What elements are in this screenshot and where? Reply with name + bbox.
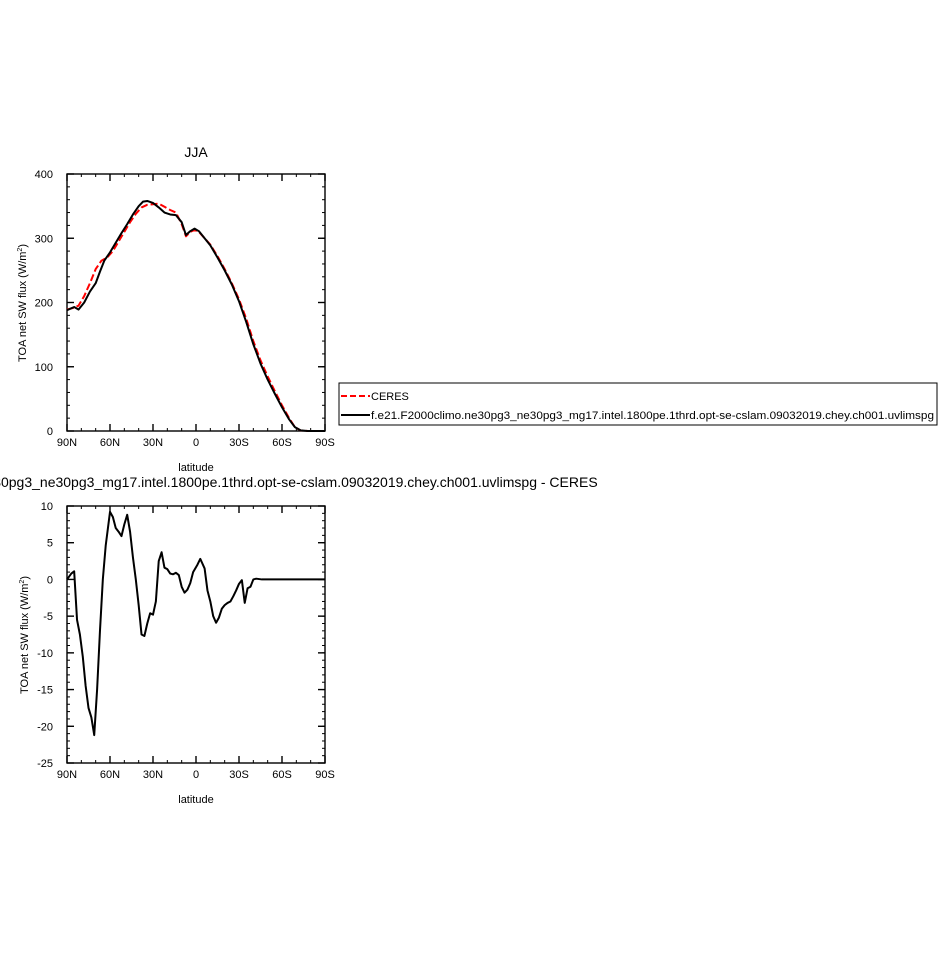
y-axis-label-sup: 2 bbox=[17, 248, 24, 252]
x-tick-label: 60N bbox=[100, 437, 120, 449]
plot-lines bbox=[66, 510, 325, 737]
x-tick-label: 60S bbox=[272, 769, 292, 781]
x-tick-label: 90N bbox=[57, 437, 77, 449]
x-tick-label: 60S bbox=[272, 437, 292, 449]
y-axis-label-close: ) bbox=[19, 576, 31, 580]
x-axis-label: latitude bbox=[178, 794, 213, 806]
x-tick-label: 90N bbox=[57, 769, 77, 781]
legend-box bbox=[338, 382, 938, 426]
legend-label-model: f.e21.F2000climo.ne30pg3_ne30pg3_mg17.in… bbox=[371, 410, 934, 422]
y-tick-label: 5 bbox=[47, 538, 53, 550]
axis-ticks: 90N 60N 30N 0 30S 60S 90S 0 100 200 300 400 bbox=[35, 169, 335, 449]
series-line-1 bbox=[66, 199, 325, 432]
y-axis-label: TOA net SW flux (W/m2) bbox=[17, 244, 29, 362]
x-tick-label: 0 bbox=[193, 769, 199, 781]
x-tick-label: 30S bbox=[229, 769, 249, 781]
x-tick-label: 90S bbox=[315, 437, 335, 449]
y-tick-label: 100 bbox=[35, 362, 53, 374]
y-tick-label: -25 bbox=[37, 758, 53, 770]
y-tick-label: -15 bbox=[37, 685, 53, 697]
y-tick-label: 200 bbox=[35, 298, 53, 310]
y-tick-label: 400 bbox=[35, 169, 53, 181]
y-tick-label: -20 bbox=[37, 721, 53, 733]
y-tick-label: -10 bbox=[37, 648, 53, 660]
y-axis-label-close: ) bbox=[17, 244, 29, 248]
panel-bottom: f.e21.F2000climo.ne30pg3_ne30pg3_mg17.in… bbox=[0, 474, 598, 806]
y-axis-label-text: TOA net SW flux (W/m bbox=[19, 584, 31, 694]
y-axis-label: TOA net SW flux (W/m2) bbox=[19, 576, 31, 694]
legend: CERES f.e21.F2000climo.ne30pg3_ne30pg3_m… bbox=[338, 382, 938, 426]
axis-ticks: 90N 60N 30N 0 30S 60S 90S 10 5 0 -5 -10 -15 -20 -25 bbox=[37, 501, 335, 781]
series-line-0 bbox=[66, 510, 325, 737]
x-tick-label: 30N bbox=[143, 769, 163, 781]
y-tick-label: -5 bbox=[43, 611, 53, 623]
legend-label-ceres: CERES bbox=[371, 391, 409, 403]
plot-lines bbox=[66, 199, 325, 432]
x-tick-label: 30N bbox=[143, 437, 163, 449]
y-tick-label: 10 bbox=[41, 501, 53, 513]
plot-frame bbox=[66, 173, 326, 432]
panel-top: JJA 90N 60N 30N 0 30S 60S 90S 0 100 200 300 400 lat… bbox=[17, 144, 938, 474]
chart-title: JJA bbox=[184, 144, 208, 160]
x-tick-label: 0 bbox=[193, 437, 199, 449]
chart-title: f.e21.F2000climo.ne30pg3_ne30pg3_mg17.in… bbox=[0, 474, 598, 490]
x-tick-label: 90S bbox=[315, 769, 335, 781]
x-tick-label: 30S bbox=[229, 437, 249, 449]
y-tick-label: 0 bbox=[47, 426, 53, 438]
y-tick-label: 300 bbox=[35, 233, 53, 245]
series-line-0 bbox=[66, 202, 325, 432]
y-axis-label-sup: 2 bbox=[19, 580, 26, 584]
y-axis-label-text: TOA net SW flux (W/m bbox=[17, 252, 29, 362]
y-tick-label: 0 bbox=[47, 574, 53, 586]
x-tick-label: 60N bbox=[100, 769, 120, 781]
x-axis-label: latitude bbox=[178, 462, 213, 474]
